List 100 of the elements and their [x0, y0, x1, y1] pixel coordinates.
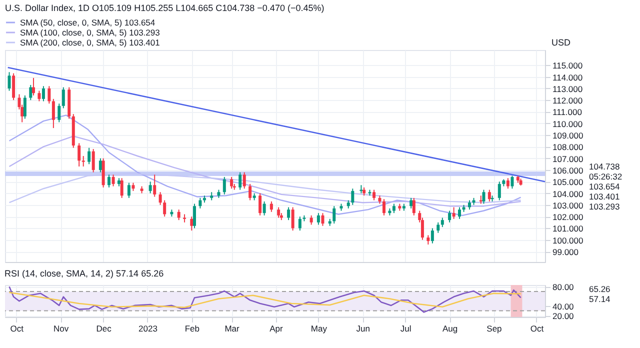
candlestick: [298, 216, 302, 232]
candlestick: [382, 198, 386, 216]
candlestick: [190, 216, 194, 232]
candlestick: [440, 217, 444, 228]
y-tick-label: 20.00: [552, 311, 574, 322]
x-tick-label: May: [310, 324, 328, 334]
candlestick: [410, 197, 413, 209]
y-tick-label: 113.000: [552, 84, 583, 94]
candlestick: [92, 148, 95, 173]
candlestick: [177, 209, 180, 221]
candlestick: [488, 189, 491, 202]
y-tick-label: 100.000: [552, 235, 584, 246]
candlestick: [510, 175, 514, 190]
candlestick: [436, 222, 440, 234]
y-tick-label: 112.000: [552, 96, 583, 106]
candlestick: [458, 206, 462, 220]
y-tick-label: 110.000: [552, 118, 583, 129]
x-tick-label: Nov: [54, 324, 70, 334]
text: 65.26: [589, 284, 611, 294]
candlestick: [372, 189, 376, 201]
candlestick: [38, 90, 41, 102]
candlestick: [316, 212, 320, 226]
candlestick: [270, 200, 273, 212]
candlestick: [48, 86, 51, 104]
candlestick: [62, 86, 65, 109]
candlestick: [277, 206, 280, 218]
line-series: [8, 114, 522, 216]
chart-title: U.S. Dollar Index, 1D O105.109 H105.255 L104.665 C104.738 −0.470 (−0.45%): [5, 3, 324, 13]
candlestick: [321, 212, 324, 226]
y-tick-label: 107.000: [552, 154, 584, 164]
x-tick-label: Sep: [486, 324, 502, 334]
text: 103.654: [589, 182, 620, 192]
text: 103.293: [589, 202, 620, 212]
line-series: [8, 136, 522, 207]
candlestick: [98, 158, 102, 173]
candlestick: [430, 228, 434, 244]
y-tick-label: 109.000: [552, 130, 584, 141]
x-tick-label: Apr: [270, 324, 283, 334]
candlestick: [258, 192, 262, 216]
candlestick: [198, 197, 202, 209]
y-tick-label: 40.00: [552, 301, 574, 312]
candlestick: [238, 172, 242, 190]
candlestick: [82, 156, 85, 167]
legend-label: SMA (200, close, 0, SMA, 5) 103.401: [20, 38, 160, 48]
candlestick: [412, 197, 416, 216]
candlestick: [291, 206, 294, 232]
text: 57.14: [589, 294, 611, 304]
candlestick: [448, 210, 452, 223]
x-tick-label: Feb: [184, 324, 200, 334]
candlestick: [248, 183, 252, 201]
candlestick: [148, 181, 152, 194]
candlestick: [23, 94, 26, 120]
candlestick: [452, 206, 456, 220]
x-tick-label: Jul: [400, 324, 412, 334]
x-tick-label: Aug: [442, 324, 458, 334]
candlestick: [158, 192, 162, 206]
legend-label: SMA (100, close, 0, SMA, 5) 103.293: [20, 28, 160, 38]
y-tick-label: 114.000: [552, 72, 583, 82]
candlestick: [12, 72, 16, 101]
x-tick-label: Dec: [96, 324, 112, 334]
y-tick-label: 108.000: [552, 142, 584, 152]
candlestick: [426, 234, 430, 246]
text: 104.738: [589, 162, 620, 172]
legend-label: SMA (50, close, 0, SMA, 5) 103.654: [20, 18, 156, 28]
candlestick: [482, 189, 486, 204]
x-tick-label: Oct: [10, 324, 24, 334]
candlestick: [287, 206, 290, 221]
candlestick: [163, 200, 166, 218]
x-tick-label: 2023: [138, 324, 158, 334]
candlestick: [392, 203, 396, 214]
candlestick: [29, 84, 32, 101]
candlestick: [8, 72, 11, 92]
candlestick: [120, 178, 124, 198]
candlestick: [112, 174, 115, 187]
candlestick: [242, 172, 246, 190]
y-tick-label: 80.00: [552, 282, 574, 292]
y-tick-label: 115.000: [552, 60, 583, 71]
candlestick: [468, 200, 471, 210]
candlestick: [498, 181, 501, 201]
text: 103.401: [589, 192, 620, 202]
candlestick: [230, 176, 234, 190]
candlestick: [108, 174, 111, 188]
y-tick-label: 111.000: [552, 107, 582, 118]
y-tick-label: 105.000: [552, 177, 584, 188]
candlestick: [153, 174, 156, 198]
text: 05:26:32: [589, 172, 622, 182]
candlestick: [58, 103, 61, 123]
x-tick-label: Oct: [530, 324, 544, 334]
candlestick: [351, 188, 354, 206]
x-tick-label: Jun: [356, 324, 370, 334]
y-tick-label: 102.000: [552, 212, 584, 222]
chart-title: RSI (14, close, SMA, 14, 2) 57.14 65.26: [4, 268, 164, 279]
y-tick-label: 103.000: [552, 200, 584, 210]
y-axis-title: USD: [552, 38, 571, 48]
candlestick: [78, 142, 81, 167]
candlestick: [310, 214, 313, 226]
x-tick-label: Mar: [224, 324, 240, 334]
candlestick: [222, 176, 226, 195]
y-tick-label: 101.000: [552, 224, 584, 234]
candlestick: [42, 86, 45, 102]
